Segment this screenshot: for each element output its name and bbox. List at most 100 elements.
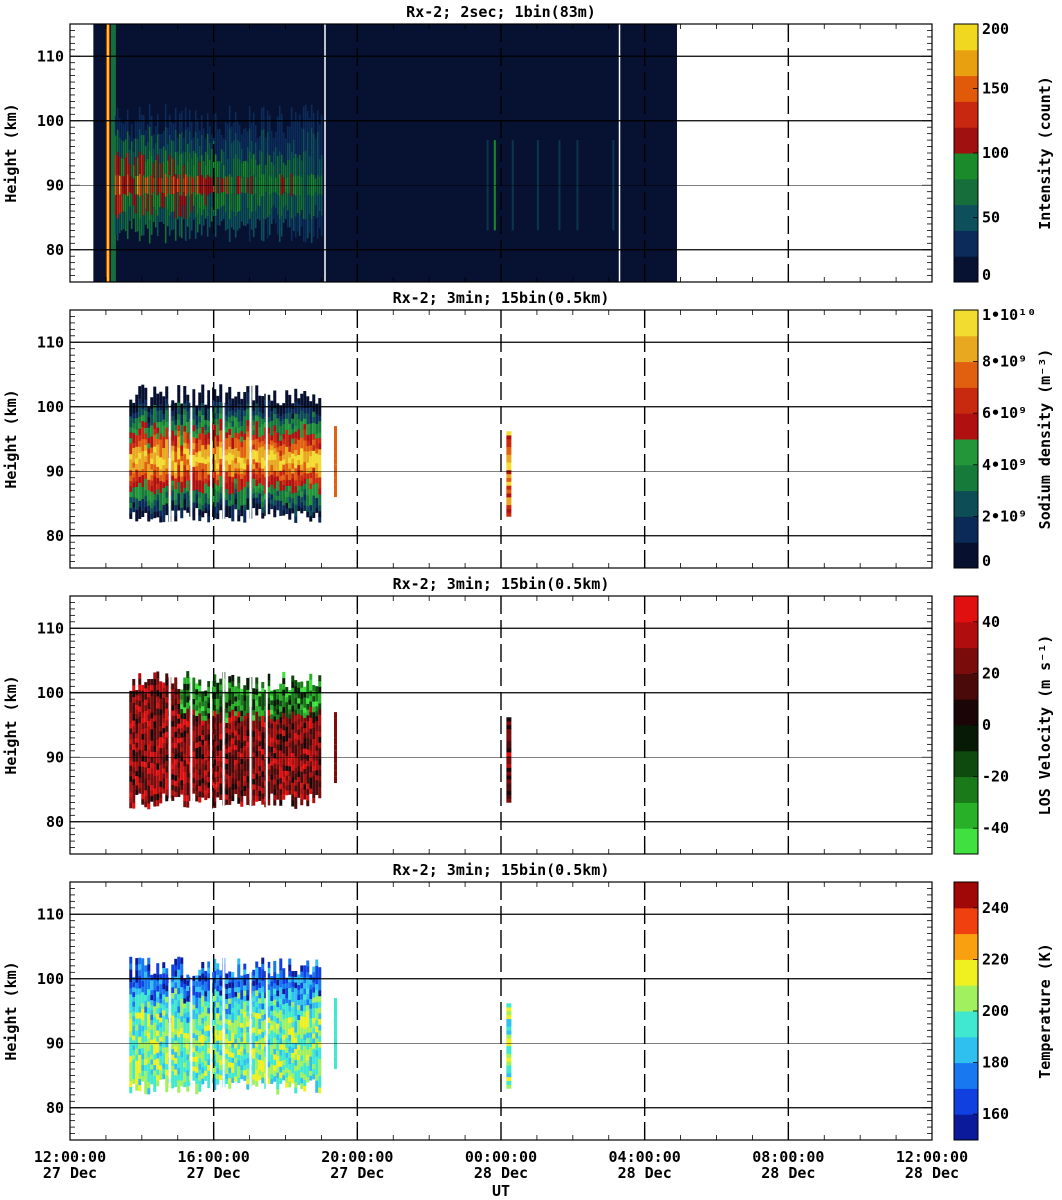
colorbar-swatch	[954, 464, 978, 492]
x-tick-label-time: 12:00:00	[896, 1148, 968, 1166]
colorbar-tick-label: 180	[982, 1054, 1009, 1072]
y-tick-label: 80	[46, 241, 64, 259]
x-tick-label-date: 28 Dec	[618, 1164, 672, 1182]
panel-1: 80 90 100 110 Rx-2; 2sec; 1bin(83m) Height (k…	[2, 3, 1054, 284]
colorbar-swatch	[954, 49, 978, 77]
colorbar-tick-label: 220	[982, 950, 1009, 968]
colorbar-swatch	[954, 725, 978, 752]
colorbar-2: 0 2•10⁹ 4•10⁹ 6•10⁹ 8•10⁹ 1•10¹⁰ Sodium densit…	[953, 306, 1054, 570]
colorbar-4: 160 180 200 220 240 Temperature (K)	[953, 881, 1054, 1141]
colorbar-title: Sodium density (m⁻³)	[1036, 349, 1054, 530]
panel-3: 80 90 100 110 Rx-2; 3min; 15bin(0.5km) Height…	[2, 575, 1054, 855]
colorbar-tick-label: 6•10⁹	[982, 404, 1027, 422]
colorbar-title: LOS Velocity (m s⁻¹)	[1036, 635, 1054, 816]
panel-title: Rx-2; 3min; 15bin(0.5km)	[393, 861, 610, 879]
y-tick-label: 80	[46, 527, 64, 545]
x-tick-label-time: 04:00:00	[609, 1148, 681, 1166]
x-tick-label-date: 27 Dec	[43, 1164, 97, 1182]
colorbar-title: Intensity (count)	[1036, 76, 1054, 230]
y-tick-label: 80	[46, 813, 64, 831]
heatmap-data-3	[129, 596, 512, 854]
colorbar-tick-label: 240	[982, 899, 1009, 917]
colorbar-swatch	[954, 230, 978, 257]
y-tick-label: 100	[37, 112, 64, 130]
panel-2: 80 90 100 110 Rx-2; 3min; 15bin(0.5km) Height…	[2, 289, 1054, 570]
colorbar-swatch	[954, 882, 978, 909]
y-axis-title: Height (km)	[2, 389, 20, 488]
y-axis-title: Height (km)	[2, 103, 20, 202]
colorbar-3: -40 -20 0 20 40 LOS Velocity (m s⁻¹)	[953, 595, 1054, 855]
x-tick-label-date: 27 Dec	[187, 1164, 241, 1182]
colorbar-tick-label: 0	[982, 266, 991, 284]
x-tick-label-time: 00:00:00	[465, 1148, 537, 1166]
colorbar-swatch	[954, 310, 978, 337]
colorbar-swatch	[954, 413, 978, 440]
colorbar-tick-label: -40	[982, 819, 1009, 837]
colorbar-title: Temperature (K)	[1036, 943, 1054, 1078]
colorbar-swatch	[954, 516, 978, 543]
colorbar-tick-label: 100	[982, 144, 1009, 162]
colorbar-tick-label: 200	[982, 20, 1009, 38]
colorbar-tick-label: 20	[982, 664, 1000, 682]
colorbar-tick-label: 40	[982, 613, 1000, 631]
colorbar-swatch	[954, 153, 978, 180]
y-axis-title: Height (km)	[2, 961, 20, 1060]
colorbar-tick-label: 0	[982, 716, 991, 734]
colorbar-swatch	[954, 699, 978, 726]
colorbar-swatch	[954, 178, 978, 206]
colorbar-swatch	[954, 1036, 978, 1064]
x-tick-label-date: 28 Dec	[761, 1164, 815, 1182]
y-tick-label: 90	[46, 1034, 64, 1052]
x-axis-title: UT	[492, 1182, 510, 1200]
colorbar-tick-label: 8•10⁹	[982, 353, 1027, 371]
colorbar-swatch	[954, 1062, 978, 1089]
colorbar-swatch	[954, 828, 978, 855]
colorbar-tick-label: 4•10⁹	[982, 456, 1027, 474]
heatmap-data-2	[129, 310, 512, 568]
colorbar-swatch	[954, 933, 978, 960]
colorbar-tick-label: 2•10⁹	[982, 507, 1027, 525]
colorbar-swatch	[954, 1088, 978, 1115]
colorbar-swatch	[954, 127, 978, 154]
colorbar-swatch	[954, 490, 978, 517]
colorbar-swatch	[954, 542, 978, 569]
y-tick-label: 110	[37, 47, 64, 65]
x-tick-label-date: 28 Dec	[905, 1164, 959, 1182]
y-tick-label: 110	[37, 333, 64, 351]
panel-title: Rx-2; 2sec; 1bin(83m)	[406, 3, 596, 21]
x-tick-label-time: 12:00:00	[34, 1148, 106, 1166]
colorbar-swatch	[954, 596, 978, 623]
panel-title: Rx-2; 3min; 15bin(0.5km)	[393, 289, 610, 307]
colorbar-swatch	[954, 776, 978, 803]
x-tick-label-date: 28 Dec	[474, 1164, 528, 1182]
heatmap-data-1	[93, 24, 677, 282]
colorbar-swatch	[954, 985, 978, 1012]
y-tick-label: 100	[37, 398, 64, 416]
colorbar-swatch	[954, 621, 978, 649]
colorbar-swatch	[954, 439, 978, 466]
y-axis-title: Height (km)	[2, 675, 20, 774]
colorbar-1: 0 50 100 150 200 Intensity (count)	[953, 20, 1054, 284]
colorbar-swatch	[954, 959, 978, 986]
colorbar-tick-label: 0	[982, 552, 991, 570]
x-tick-label-time: 08:00:00	[752, 1148, 824, 1166]
x-tick-label-time: 16:00:00	[178, 1148, 250, 1166]
colorbar-swatch	[954, 802, 978, 829]
colorbar-swatch	[954, 361, 978, 388]
colorbar-swatch	[954, 1011, 978, 1038]
heatmap-data-4	[129, 882, 512, 1140]
colorbar-tick-label: 150	[982, 80, 1009, 98]
y-tick-label: 90	[46, 748, 64, 766]
colorbar-swatch	[954, 750, 978, 778]
colorbar-swatch	[954, 335, 978, 363]
colorbar-swatch	[954, 673, 978, 700]
colorbar-tick-label: -20	[982, 768, 1009, 786]
y-tick-label: 110	[37, 905, 64, 923]
y-tick-label: 80	[46, 1099, 64, 1117]
colorbar-swatch	[954, 256, 978, 283]
panel-title: Rx-2; 3min; 15bin(0.5km)	[393, 575, 610, 593]
colorbar-tick-label: 1•10¹⁰	[982, 306, 1036, 324]
colorbar-swatch	[954, 24, 978, 51]
colorbar-swatch	[954, 647, 978, 674]
panel-4: 80 90 100 110 Rx-2; 3min; 15bin(0.5km) Height…	[2, 861, 1054, 1182]
